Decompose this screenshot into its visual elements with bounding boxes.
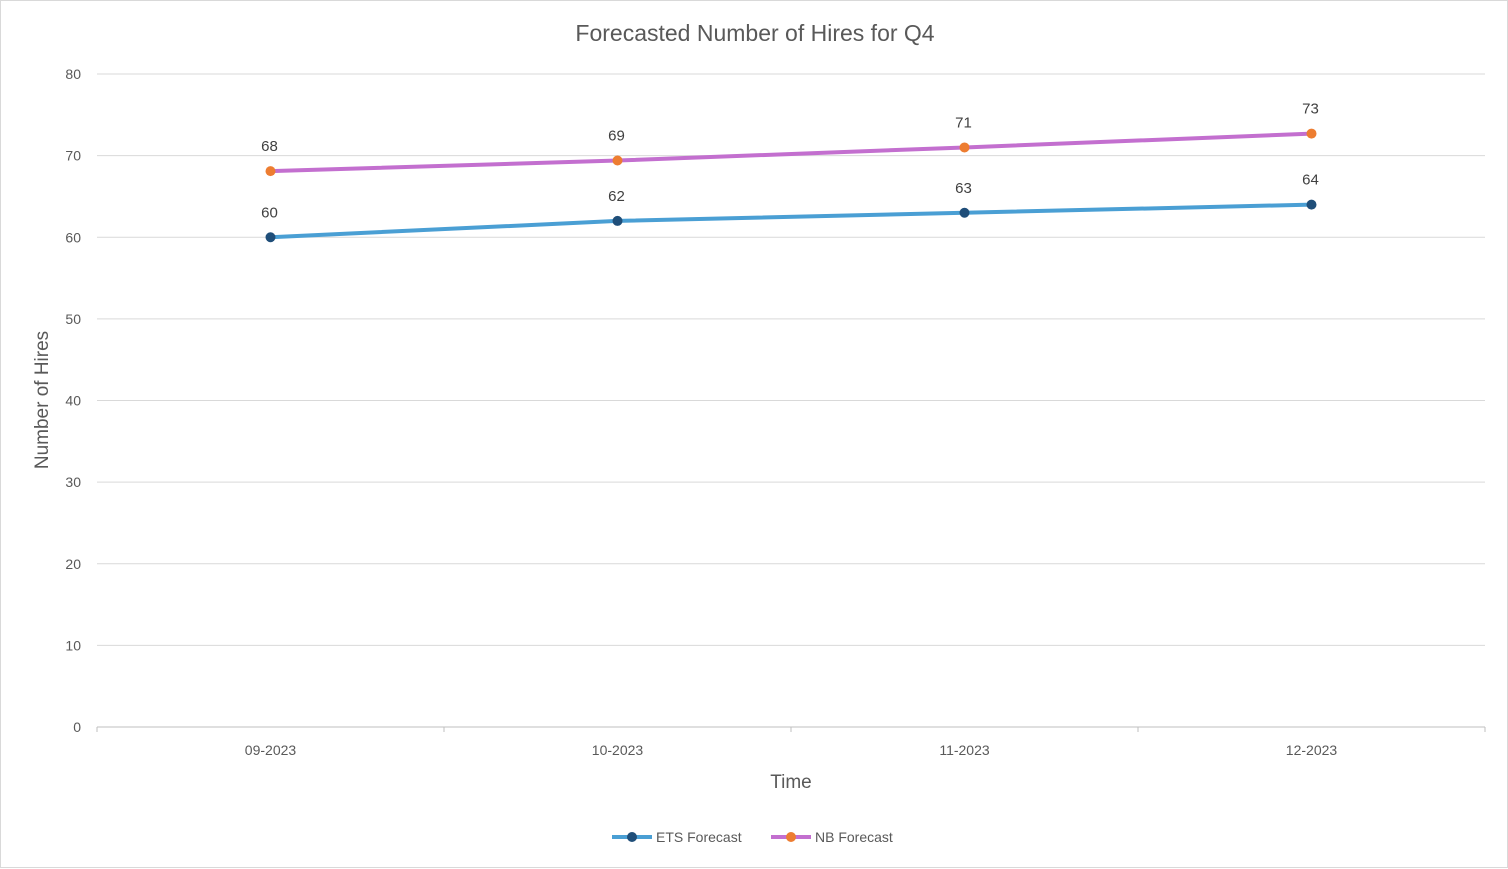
- series-2: 68 69 71 73: [261, 101, 1319, 177]
- series-line: [270, 202, 1312, 240]
- x-tick-label: 12-2023: [1286, 742, 1338, 758]
- y-tick-label: 0: [73, 719, 81, 735]
- data-label: 64: [1302, 172, 1319, 189]
- chart-title: Forecasted Number of Hires for Q4: [575, 20, 934, 46]
- data-point: [612, 155, 623, 166]
- data-label: 68: [261, 138, 278, 155]
- y-tick-label: 40: [65, 393, 81, 409]
- legend-marker: [786, 832, 796, 842]
- data-label: 62: [608, 188, 625, 205]
- data-label: 73: [1302, 101, 1319, 118]
- data-point: [959, 142, 970, 153]
- legend-label: NB Forecast: [815, 829, 893, 845]
- x-tick-label: 11-2023: [939, 742, 990, 758]
- data-label: 60: [261, 204, 278, 221]
- legend-label: ETS Forecast: [656, 829, 742, 845]
- series-group: 60 62 63 64 68 69 71 73: [261, 101, 1319, 243]
- data-label: 69: [608, 128, 625, 145]
- y-tick-label: 50: [65, 311, 81, 327]
- data-point: [1306, 128, 1317, 139]
- series-line: [270, 131, 1312, 174]
- series-1: 60 62 63 64: [261, 172, 1319, 243]
- data-point: [959, 207, 970, 218]
- x-axis-title: Time: [770, 772, 812, 793]
- y-tick-label: 20: [65, 556, 81, 572]
- legend-marker: [627, 832, 637, 842]
- x-tick-label: 09-2023: [245, 742, 297, 758]
- data-label: 63: [955, 180, 972, 197]
- y-tick-label: 60: [65, 229, 81, 245]
- y-tick-label: 30: [65, 474, 81, 490]
- data-label: 71: [955, 114, 972, 131]
- x-tick-label: 10-2023: [592, 742, 644, 758]
- data-point: [265, 166, 276, 177]
- y-axis-title: Number of Hires: [32, 331, 53, 469]
- y-tick-label: 10: [65, 637, 81, 653]
- data-point: [612, 215, 623, 226]
- y-tick-label: 80: [65, 66, 81, 82]
- y-axis-ticks: 0 10 20 30 40 50 60 70 80: [65, 66, 81, 735]
- data-point: [1306, 199, 1317, 210]
- data-point: [265, 232, 276, 243]
- y-tick-label: 70: [65, 148, 81, 164]
- legend-entry: ETS Forecast: [612, 829, 742, 845]
- x-axis: 09-2023 10-2023 11-2023 12-2023: [96, 727, 1486, 758]
- gridlines: [97, 73, 1485, 728]
- legend: ETS Forecast NB Forecast: [612, 829, 893, 845]
- legend-entry: NB Forecast: [771, 829, 893, 845]
